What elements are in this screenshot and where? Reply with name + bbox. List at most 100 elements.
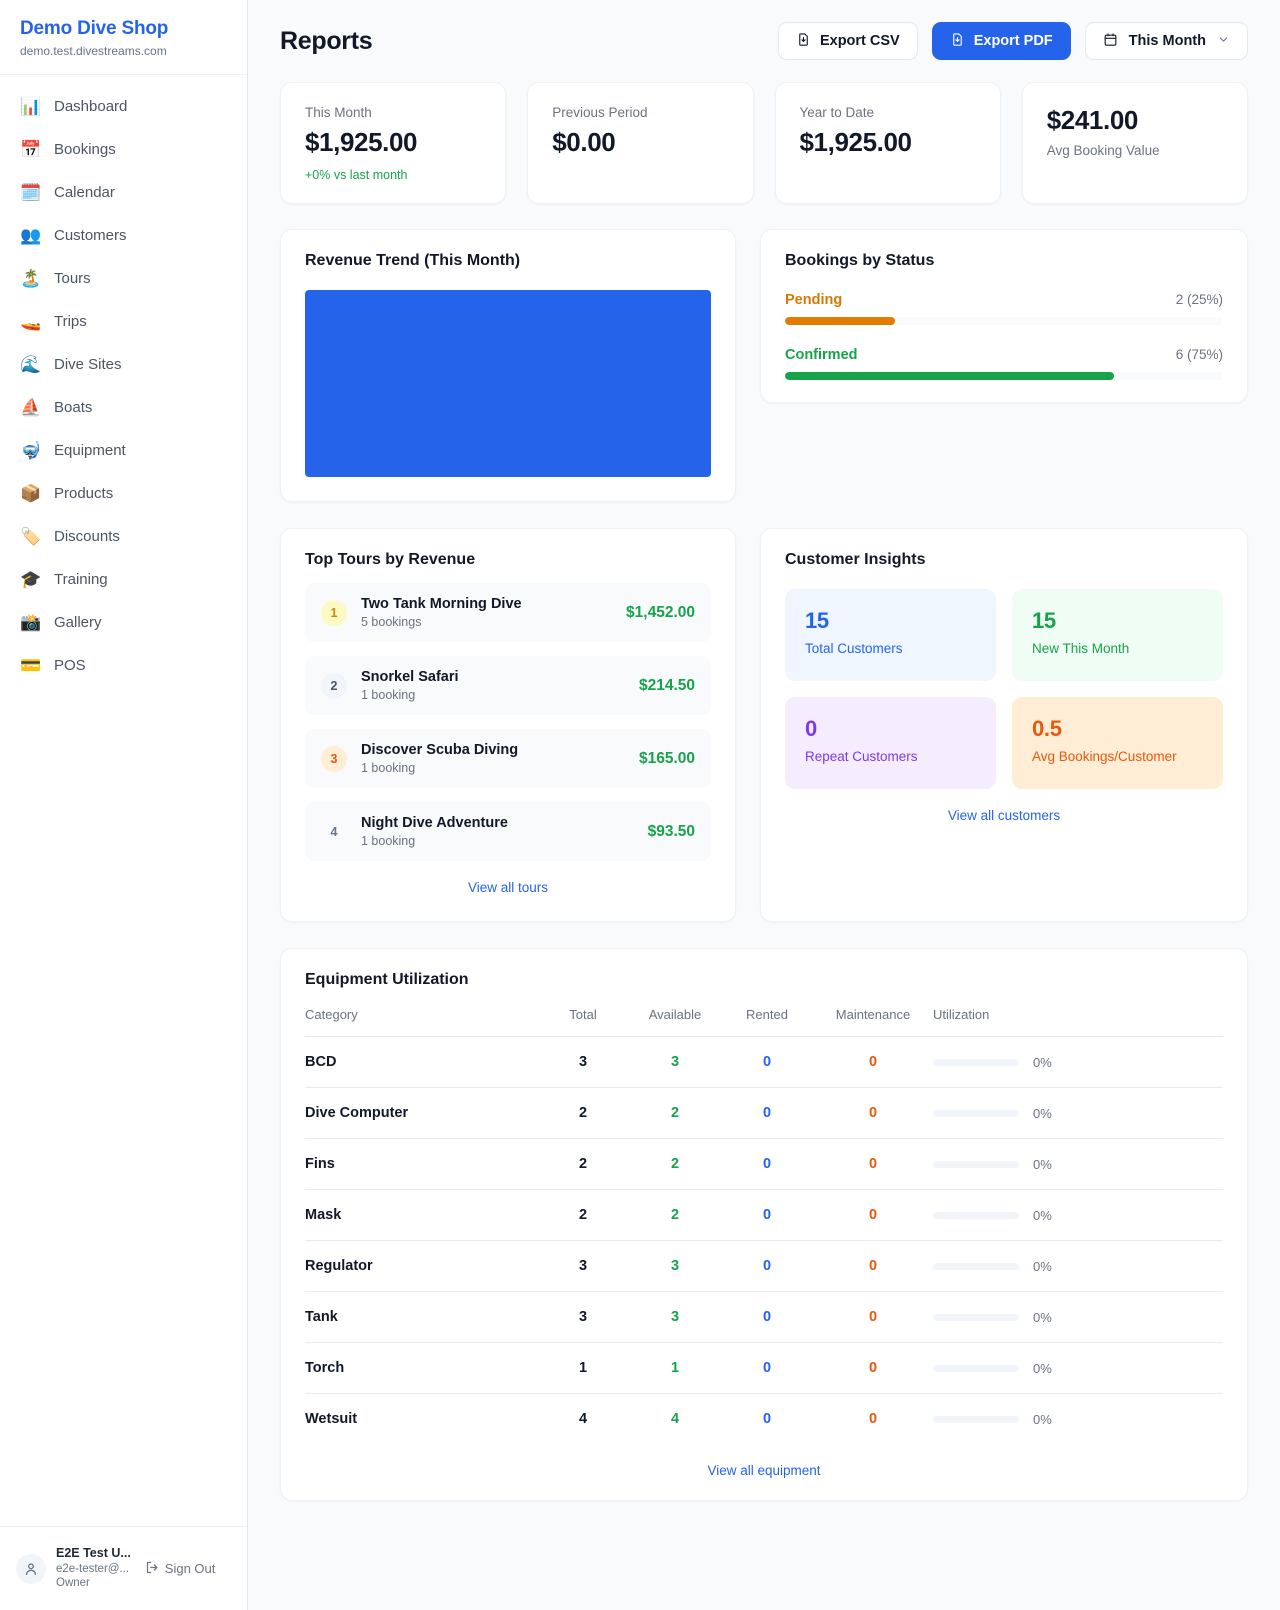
cell-maintenance: 0	[813, 1087, 933, 1139]
utilization-percent: 0%	[1033, 1105, 1052, 1121]
cell-utilization: 0%	[933, 1189, 1223, 1241]
tour-amount: $1,452.00	[626, 603, 695, 621]
utilization-percent: 0%	[1033, 1309, 1052, 1325]
status-item: Pending 2 (25%)	[785, 292, 1223, 325]
insight-value: 0	[805, 716, 817, 741]
column-header: Maintenance	[813, 1007, 933, 1037]
stat-label: Year to Date	[799, 105, 875, 120]
user-meta: E2E Test U... e2e-tester@... Owner	[56, 1546, 131, 1590]
sidebar-item-pos[interactable]: 💳 POS	[0, 644, 247, 687]
rank-badge: 2	[321, 672, 347, 699]
status-list: Pending 2 (25%) Confirmed 6 (75%)	[785, 292, 1223, 380]
insight-label: Repeat Customers	[805, 749, 918, 764]
utilization-track	[933, 1058, 1019, 1066]
status-progress-track	[785, 317, 1223, 325]
equipment-utilization-panel: Equipment Utilization Category Total Avail…	[280, 948, 1248, 1501]
package-icon: 📦	[20, 484, 42, 503]
charts-row: Revenue Trend (This Month) Bookings by S…	[280, 229, 1248, 502]
revenue-trend-chart	[305, 290, 711, 477]
export-csv-button[interactable]: Export CSV	[777, 22, 918, 60]
cell-total: 4	[578, 1411, 588, 1427]
sidebar-item-boats[interactable]: ⛵ Boats	[0, 386, 247, 429]
tour-name: Night Dive Adventure	[361, 815, 508, 831]
status-progress-fill	[785, 372, 1114, 380]
list-item[interactable]: 1 Two Tank Morning Dive 5 bookings $1,452.0…	[305, 583, 711, 642]
speedboat-icon: 🚤	[20, 312, 42, 331]
list-item[interactable]: 3 Discover Scuba Diving 1 booking $165.00	[305, 729, 711, 788]
column-header: Total	[537, 1007, 629, 1037]
sidebar-item-customers[interactable]: 👥 Customers	[0, 214, 247, 257]
brand-domain: demo.test.divestreams.com	[20, 44, 167, 58]
view-all-equipment-link[interactable]: View all equipment	[707, 1463, 821, 1478]
sidebar-item-tours[interactable]: 🏝️ Tours	[0, 257, 247, 300]
utilization-percent: 0%	[1033, 1258, 1052, 1274]
list-item[interactable]: 4 Night Dive Adventure 1 booking $93.50	[305, 802, 711, 861]
sidebar-item-label: Dashboard	[54, 98, 128, 115]
utilization-track	[933, 1415, 1019, 1423]
sidebar-item-dive-sites[interactable]: 🌊 Dive Sites	[0, 343, 247, 386]
customer-insights-panel: Customer Insights 15 Total Customers 15 New…	[760, 528, 1248, 922]
utilization-track	[933, 1160, 1019, 1168]
cell-total: 2	[537, 1087, 629, 1139]
column-header: Category	[305, 1007, 537, 1037]
table-row: Torch 1 1 0 0 0%	[305, 1342, 1223, 1394]
sidebar-item-calendar[interactable]: 🗓️ Calendar	[0, 171, 247, 214]
bookings-by-status-panel: Bookings by Status Pending 2 (25%) Confirm…	[760, 229, 1248, 403]
brand-block[interactable]: Demo Dive Shop demo.test.divestreams.com	[0, 0, 247, 75]
cell-rented: 0	[721, 1087, 813, 1139]
sidebar-item-label: Tours	[54, 270, 91, 287]
tour-name: Discover Scuba Diving	[361, 742, 519, 758]
sidebar-item-gallery[interactable]: 📸 Gallery	[0, 601, 247, 644]
sidebar-item-training[interactable]: 🎓 Training	[0, 558, 247, 601]
cell-total: 3	[537, 1036, 629, 1088]
insight-value: 15	[1032, 608, 1056, 633]
list-item[interactable]: 2 Snorkel Safari 1 booking $214.50	[305, 656, 711, 715]
sidebar-item-label: Discounts	[54, 528, 120, 545]
sidebar-item-products[interactable]: 📦 Products	[0, 472, 247, 515]
cell-available: 2	[629, 1189, 721, 1241]
sign-out-icon	[145, 1560, 160, 1578]
cell-available: 4	[670, 1411, 680, 1427]
sidebar: Demo Dive Shop demo.test.divestreams.com…	[0, 0, 248, 1610]
main-content: Reports Export CSV E	[248, 0, 1280, 1610]
utilization-track	[933, 1109, 1019, 1117]
status-line: Confirmed 6 (75%)	[785, 347, 1223, 363]
date-range-select[interactable]: This Month	[1084, 22, 1248, 60]
cell-maintenance: 0	[813, 1240, 933, 1292]
export-pdf-button[interactable]: Export PDF	[931, 22, 1071, 60]
calendar-icon: 🗓️	[20, 183, 42, 202]
stat-value: $1,925.00	[305, 127, 418, 157]
cell-rented: 0	[762, 1411, 772, 1427]
cell-available: 2	[629, 1087, 721, 1139]
header-actions: Export CSV Export PDF	[777, 22, 1248, 60]
sidebar-item-dashboard[interactable]: 📊 Dashboard	[0, 85, 247, 128]
stat-card: Year to Date $1,925.00	[774, 82, 1001, 204]
sidebar-item-equipment[interactable]: 🤿 Equipment	[0, 429, 247, 472]
wave-icon: 🌊	[20, 355, 42, 374]
utilization-wrap: 0%	[933, 1106, 1223, 1121]
view-all-customers-link[interactable]: View all customers	[947, 808, 1061, 823]
tour-amount: $214.50	[638, 676, 695, 694]
utilization-wrap: 0%	[933, 1259, 1223, 1274]
status-count: 6 (75%)	[1175, 347, 1223, 362]
sidebar-item-discounts[interactable]: 🏷️ Discounts	[0, 515, 247, 558]
sidebar-item-bookings[interactable]: 📅 Bookings	[0, 128, 247, 171]
cell-maintenance: 0	[868, 1411, 878, 1427]
column-header: Utilization	[933, 1007, 1223, 1037]
tour-name: Snorkel Safari	[361, 669, 459, 685]
bar-chart-icon: 📊	[20, 97, 42, 116]
view-all-tours-link[interactable]: View all tours	[467, 880, 549, 895]
cell-available: 3	[629, 1291, 721, 1343]
chevron-down-icon	[1217, 33, 1230, 50]
cell-category: Wetsuit	[305, 1411, 358, 1427]
table-row: Dive Computer 2 2 0 0 0%	[305, 1087, 1223, 1139]
cell-maintenance: 0	[813, 1189, 933, 1241]
cell-utilization: 0%	[933, 1291, 1223, 1343]
stat-card: $241.00 Avg Booking Value	[1021, 82, 1248, 204]
utilization-track	[933, 1262, 1019, 1270]
cell-category: Dive Computer	[305, 1087, 537, 1139]
sidebar-item-trips[interactable]: 🚤 Trips	[0, 300, 247, 343]
cell-total: 2	[537, 1189, 629, 1241]
cell-available: 3	[629, 1036, 721, 1088]
sign-out-button[interactable]: Sign Out	[145, 1560, 215, 1578]
